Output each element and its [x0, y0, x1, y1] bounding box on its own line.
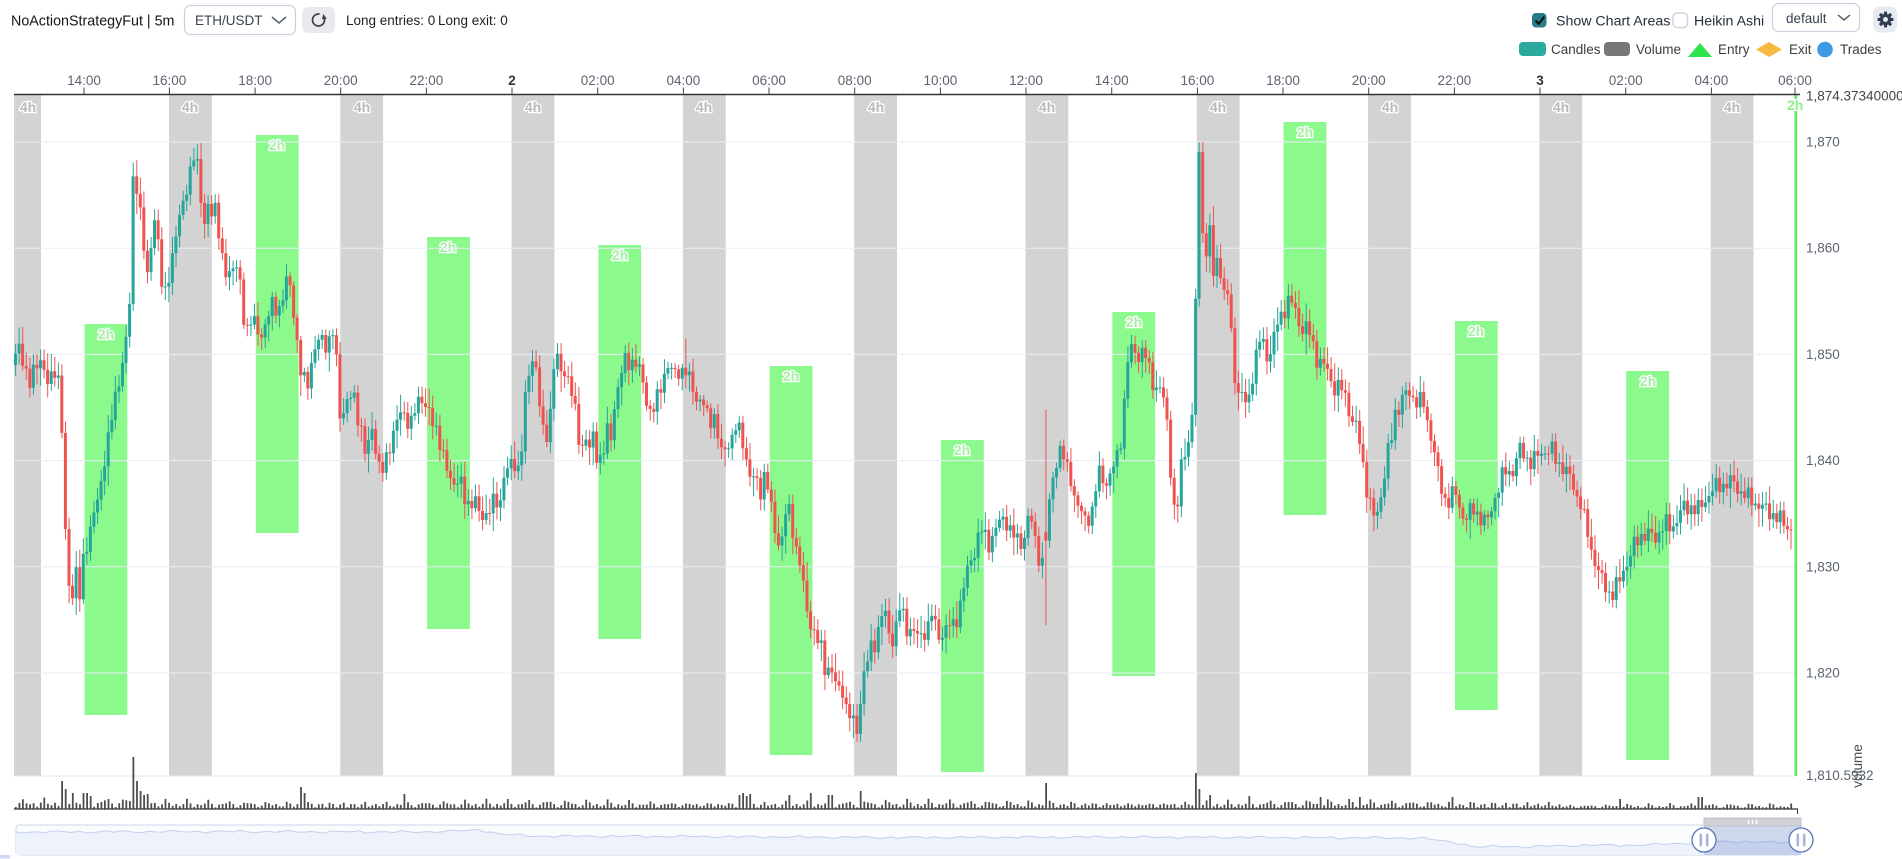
svg-text:4h: 4h [354, 99, 370, 115]
svg-text:16:00: 16:00 [1181, 73, 1215, 88]
svg-text:2h: 2h [612, 247, 628, 263]
svg-text:1,820: 1,820 [1806, 666, 1840, 681]
svg-text:20:00: 20:00 [324, 73, 358, 88]
svg-text:2h: 2h [954, 442, 970, 458]
svg-text:4h: 4h [1553, 99, 1569, 115]
svg-text:1,860: 1,860 [1806, 241, 1840, 256]
svg-text:12:00: 12:00 [1009, 73, 1043, 88]
svg-text:Long exit: 0: Long exit: 0 [438, 13, 508, 28]
svg-text:ETH/USDT: ETH/USDT [195, 13, 263, 28]
svg-text:06:00: 06:00 [752, 73, 786, 88]
svg-text:3: 3 [1536, 73, 1544, 88]
svg-text:16:00: 16:00 [153, 73, 187, 88]
svg-text:2h: 2h [269, 137, 285, 153]
svg-text:2h: 2h [98, 326, 114, 342]
svg-text:4h: 4h [1382, 99, 1398, 115]
svg-text:2h: 2h [1787, 97, 1803, 113]
svg-text:Candles: Candles [1551, 42, 1601, 57]
svg-text:1,810.5932: 1,810.5932 [1806, 768, 1874, 783]
svg-text:08:00: 08:00 [838, 73, 872, 88]
svg-text:22:00: 22:00 [410, 73, 444, 88]
svg-text:18:00: 18:00 [238, 73, 272, 88]
svg-text:20:00: 20:00 [1352, 73, 1386, 88]
svg-text:04:00: 04:00 [1695, 73, 1729, 88]
svg-text:2h: 2h [1126, 314, 1142, 330]
svg-text:1,840: 1,840 [1806, 453, 1840, 468]
svg-text:4h: 4h [20, 99, 36, 115]
svg-text:4h: 4h [696, 99, 712, 115]
svg-text:4h: 4h [868, 99, 884, 115]
svg-text:4h: 4h [1724, 99, 1740, 115]
svg-text:1,870: 1,870 [1806, 135, 1840, 150]
svg-text:Heikin Ashi: Heikin Ashi [1694, 14, 1764, 30]
svg-text:2h: 2h [783, 368, 799, 384]
svg-text:1,850: 1,850 [1806, 347, 1840, 362]
svg-text:02:00: 02:00 [581, 73, 615, 88]
svg-text:2h: 2h [1468, 323, 1484, 339]
svg-text:14:00: 14:00 [67, 73, 101, 88]
svg-text:4h: 4h [1039, 99, 1055, 115]
svg-text:4h: 4h [182, 99, 198, 115]
svg-text:10:00: 10:00 [924, 73, 958, 88]
svg-text:Show Chart Areas: Show Chart Areas [1556, 14, 1670, 30]
svg-text:02:00: 02:00 [1609, 73, 1643, 88]
svg-text:NoActionStrategyFut | 5m: NoActionStrategyFut | 5m [11, 14, 174, 30]
svg-text:4h: 4h [525, 99, 541, 115]
svg-text:04:00: 04:00 [667, 73, 701, 88]
svg-text:2h: 2h [1297, 124, 1313, 140]
svg-text:1,830: 1,830 [1806, 559, 1840, 574]
svg-text:14:00: 14:00 [1095, 73, 1129, 88]
svg-text:4h: 4h [1210, 99, 1226, 115]
svg-text:2h: 2h [440, 239, 456, 255]
svg-text:Volume: Volume [1636, 42, 1681, 57]
svg-text:Trades: Trades [1840, 42, 1882, 57]
svg-text:18:00: 18:00 [1266, 73, 1300, 88]
svg-text:2h: 2h [1640, 373, 1656, 389]
svg-text:Long entries: 0: Long entries: 0 [346, 13, 435, 28]
svg-text:Entry: Entry [1718, 42, 1750, 57]
svg-text:Exit: Exit [1789, 42, 1812, 57]
svg-text:volume: volume [1850, 744, 1865, 788]
svg-text:1,874.373400000: 1,874.373400000 [1806, 89, 1902, 104]
svg-text:2: 2 [508, 73, 516, 88]
svg-text:default: default [1786, 11, 1827, 26]
svg-text:22:00: 22:00 [1438, 73, 1472, 88]
svg-text:06:00: 06:00 [1778, 73, 1812, 88]
